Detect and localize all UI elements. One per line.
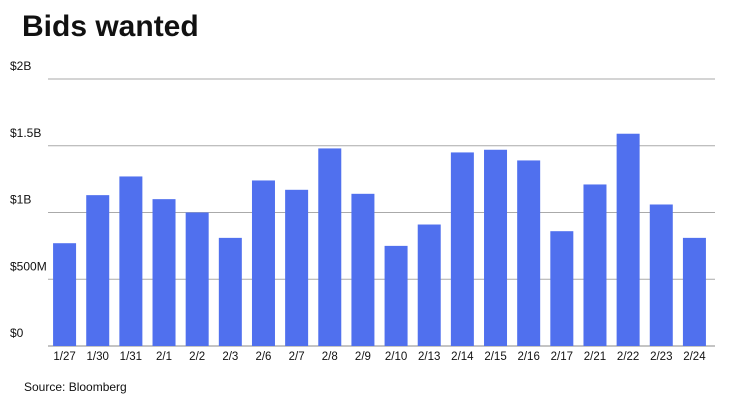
y-tick-label: $1B (10, 193, 31, 207)
bar (384, 245, 408, 346)
x-tick-label: 2/23 (650, 351, 672, 363)
bar (119, 176, 143, 346)
x-tick-label: 1/30 (87, 351, 109, 363)
source: Source: Bloomberg (24, 380, 127, 394)
x-tick-label: 2/22 (617, 351, 639, 363)
bar (682, 237, 706, 346)
bar (450, 152, 474, 346)
bar (152, 199, 176, 346)
x-tick-label: 2/17 (551, 351, 573, 363)
x-tick-label: 2/9 (355, 351, 371, 363)
bar (318, 148, 342, 346)
chart-title: Bids wanted (22, 10, 199, 43)
bar (484, 149, 508, 346)
x-tick-label: 2/1 (156, 351, 172, 363)
x-tick-label: 2/2 (189, 351, 205, 363)
bar (649, 204, 673, 346)
bar (417, 224, 441, 346)
x-tick-label: 1/27 (53, 351, 75, 363)
y-tick-label: $1.5B (10, 126, 41, 140)
bar (86, 195, 110, 346)
x-tick-label: 2/16 (517, 351, 539, 363)
x-tick-label: 2/21 (584, 351, 606, 363)
bar (285, 189, 309, 346)
x-tick-label: 2/10 (385, 351, 407, 363)
bar (616, 133, 640, 346)
bar (251, 180, 275, 346)
bar (53, 243, 77, 346)
bar (517, 160, 541, 346)
bar (550, 231, 574, 346)
bar (185, 212, 209, 346)
x-tick-label: 1/31 (120, 351, 142, 363)
bar (218, 237, 242, 346)
x-tick-label: 2/24 (683, 351, 706, 363)
x-tick-label: 2/13 (418, 351, 440, 363)
x-tick-label: 2/14 (451, 351, 474, 363)
x-tick-label: 2/15 (484, 351, 506, 363)
bar (583, 184, 607, 346)
x-tick-label: 2/6 (255, 351, 271, 363)
y-tick-label: $0 (10, 326, 24, 340)
y-tick-label: $2B (10, 59, 31, 73)
x-tick-label: 2/7 (289, 351, 305, 363)
x-tick-label: 2/8 (322, 351, 338, 363)
x-tick-label: 2/3 (222, 351, 238, 363)
y-tick-label: $500M (10, 259, 47, 273)
bar (351, 193, 375, 346)
